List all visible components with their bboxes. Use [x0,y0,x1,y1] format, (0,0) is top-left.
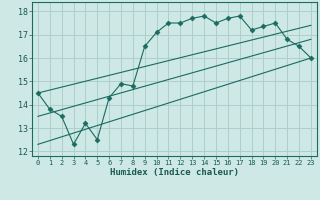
X-axis label: Humidex (Indice chaleur): Humidex (Indice chaleur) [110,168,239,177]
